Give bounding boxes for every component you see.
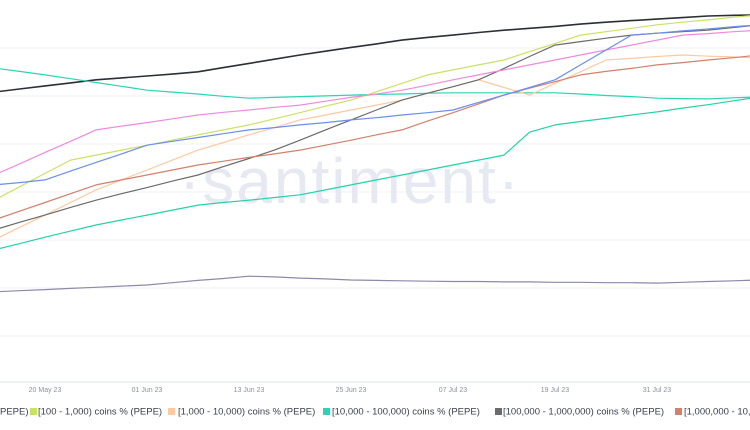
x-tick-label: 20 May 23 (29, 387, 62, 394)
series-line (0, 24, 750, 185)
x-tick-label: 31 Jul 23 (643, 387, 672, 394)
series-line (0, 55, 750, 219)
series-line (0, 14, 750, 93)
x-tick-label: 07 Jul 23 (439, 387, 468, 394)
series-line (0, 97, 750, 249)
plot-area (0, 14, 750, 293)
x-tick-label: 01 Jun 23 (132, 387, 163, 394)
x-tick-label: 19 Jul 23 (541, 387, 570, 394)
x-ticks: 20 May 23 01 Jun 23 13 Jun 23 25 Jun 23 07 J… (29, 387, 672, 394)
legend-label: [10,000 - 100,000) coins % (PEPE) (332, 407, 480, 418)
legend-label: [100 - 1,000) coins % (PEPE) (38, 407, 162, 418)
grid (0, 47, 750, 337)
watermark: ·santiment· (179, 145, 521, 217)
legend-swatch (495, 408, 502, 415)
legend-swatch (323, 408, 330, 415)
series-line (0, 275, 750, 293)
legend-label: [1,000 - 10,000) coins % (PEPE) (178, 407, 315, 418)
legend-label: [1,000,000 - 10, (684, 407, 750, 418)
legend-swatch (30, 408, 37, 415)
series-line (0, 15, 750, 198)
legend-swatch (168, 408, 175, 415)
x-tick-label: 25 Jun 23 (336, 387, 367, 394)
legend: PEPE) [100 - 1,000) coins % (PEPE) [1,000 … (0, 407, 750, 418)
legend-label: PEPE) (0, 407, 29, 418)
legend-label: [100,000 - 1,000,000) coins % (PEPE) (503, 407, 664, 418)
x-tick-label: 13 Jun 23 (234, 387, 265, 394)
legend-swatch (675, 408, 682, 415)
series-line (0, 30, 750, 174)
